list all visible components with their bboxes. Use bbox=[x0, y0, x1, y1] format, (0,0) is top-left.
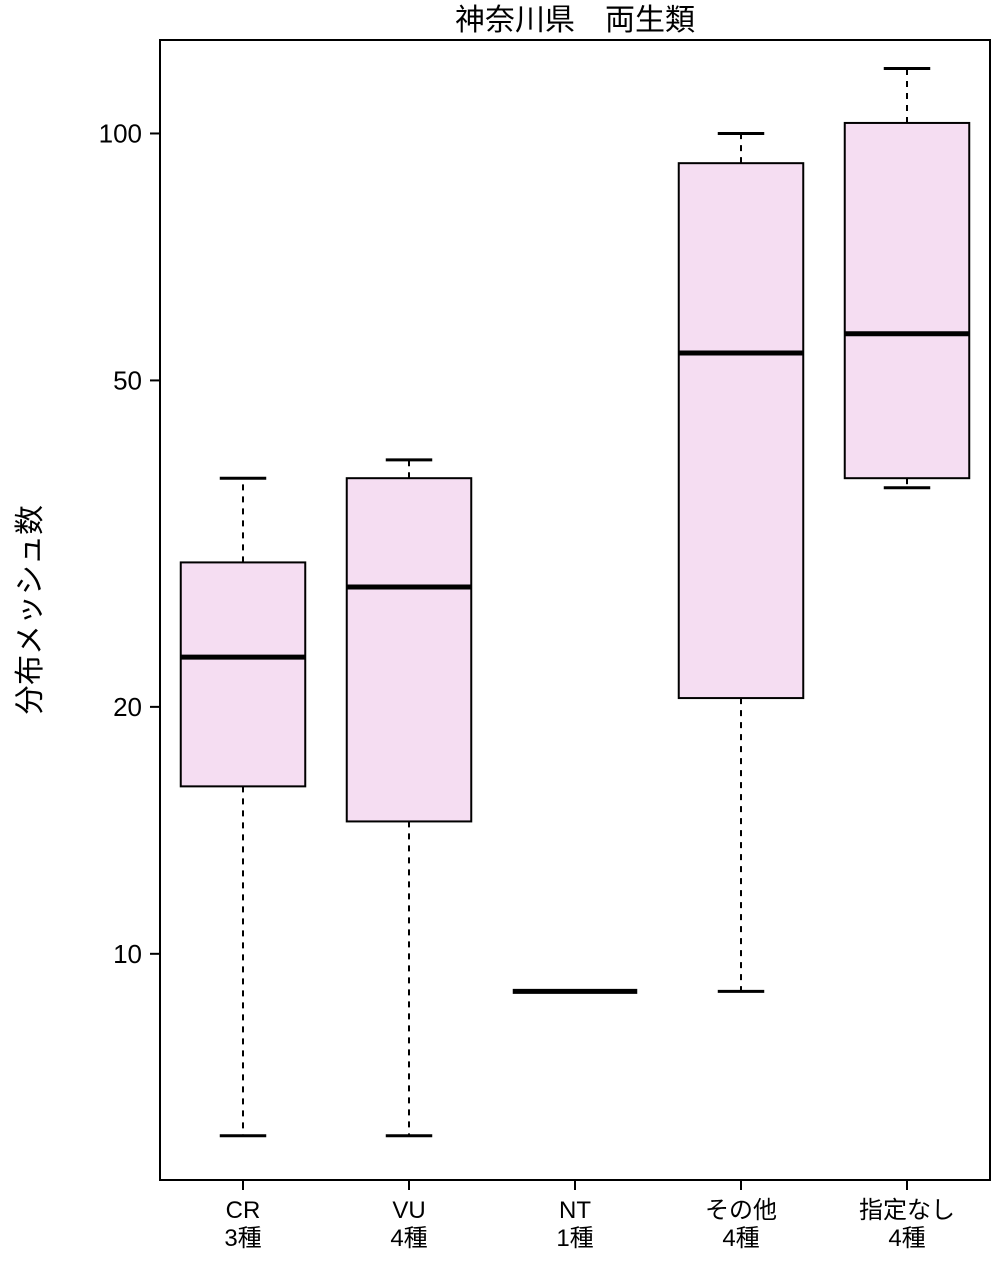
y-axis-label: 分布メッシュ数 bbox=[14, 505, 47, 715]
x-category-label-line1: その他 bbox=[705, 1197, 777, 1224]
boxplot-chart: 神奈川県 両生類分布メッシュ数102050100CR3種VU4種NT1種その他4… bbox=[0, 0, 1006, 1272]
x-category-label-line2: 1種 bbox=[556, 1225, 593, 1252]
box bbox=[679, 163, 804, 698]
chart-title: 神奈川県 両生類 bbox=[455, 4, 695, 37]
box bbox=[181, 562, 306, 786]
x-category-label-line2: 4種 bbox=[390, 1225, 427, 1252]
y-tick-label: 10 bbox=[113, 939, 142, 969]
x-category-label-line2: 3種 bbox=[224, 1225, 261, 1252]
box bbox=[347, 478, 472, 821]
x-category-label-line1: VU bbox=[392, 1197, 425, 1224]
x-category-label-line1: 指定なし bbox=[859, 1197, 955, 1224]
y-tick-label: 100 bbox=[99, 119, 142, 149]
y-tick-label: 20 bbox=[113, 692, 142, 722]
x-category-label-line1: CR bbox=[226, 1197, 261, 1224]
box bbox=[845, 123, 970, 478]
x-category-label-line1: NT bbox=[559, 1197, 591, 1224]
x-category-label-line2: 4種 bbox=[888, 1225, 925, 1252]
x-category-label-line2: 4種 bbox=[722, 1225, 759, 1252]
y-tick-label: 50 bbox=[113, 366, 142, 396]
